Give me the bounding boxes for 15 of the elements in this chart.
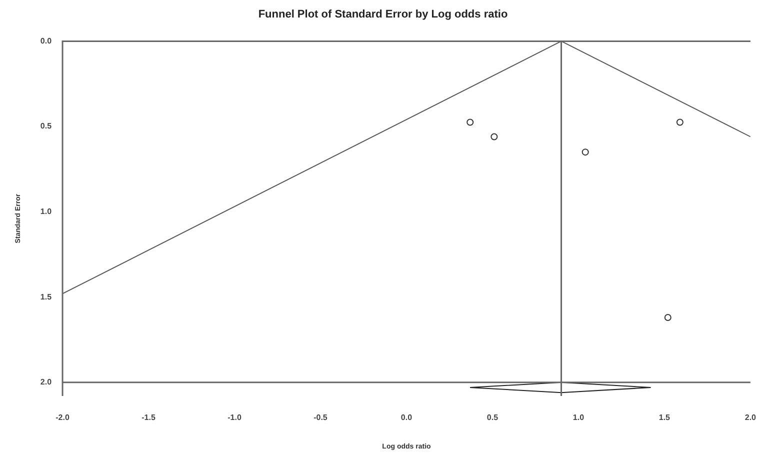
y-tick-label: 0.5 xyxy=(40,122,52,131)
x-tick-label: -1.5 xyxy=(142,413,156,422)
y-tick-label: 2.0 xyxy=(40,378,52,387)
y-tick-label: 0.0 xyxy=(40,36,52,46)
y-tick-label: 1.0 xyxy=(40,206,52,216)
y-tick-label: 1.5 xyxy=(40,292,52,302)
x-tick-label: 1.5 xyxy=(658,413,671,422)
x-tick-label: 0.0 xyxy=(400,413,413,422)
x-tick-label: 2.0 xyxy=(744,413,757,422)
x-tick-label: 0.5 xyxy=(486,413,499,422)
x-tick-label: -1.0 xyxy=(228,413,242,422)
x-tick-label: -0.5 xyxy=(314,413,328,422)
x-tick-label: 1.0 xyxy=(572,413,585,422)
x-tick-label: -2.0 xyxy=(56,413,70,422)
chart-title: Funnel Plot of Standard Error by Log odds ratio xyxy=(258,8,508,21)
